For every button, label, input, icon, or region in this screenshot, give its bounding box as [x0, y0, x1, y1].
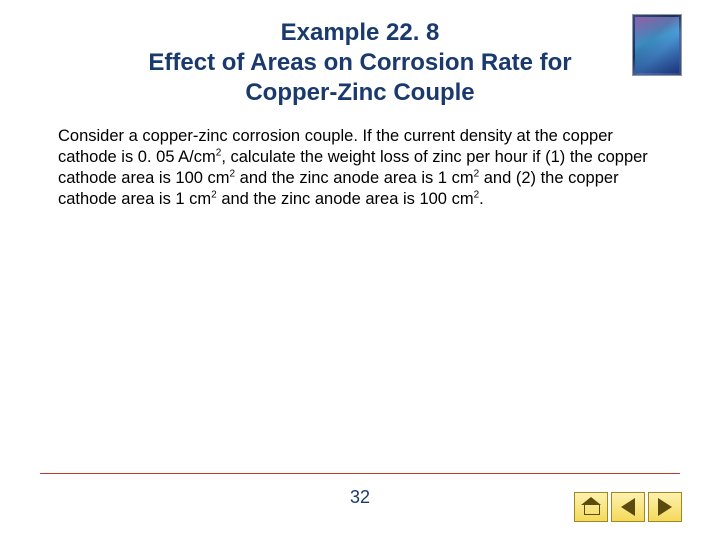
arrow-right-icon: [658, 498, 672, 516]
slide-title: Example 22. 8 Effect of Areas on Corrosi…: [40, 18, 680, 108]
footer-divider: [40, 473, 680, 474]
title-line-2: Effect of Areas on Corrosion Rate for Co…: [148, 49, 571, 106]
slide-body-text: Consider a copper-zinc corrosion couple.…: [40, 126, 680, 210]
next-button[interactable]: [648, 492, 682, 522]
nav-controls: [574, 492, 682, 522]
previous-button[interactable]: [611, 492, 645, 522]
home-button[interactable]: [574, 492, 608, 522]
arrow-left-icon: [621, 498, 635, 516]
title-line-1: Example 22. 8: [281, 19, 440, 46]
home-icon: [581, 497, 601, 517]
slide: Example 22. 8 Effect of Areas on Corrosi…: [0, 0, 720, 540]
textbook-cover-thumbnail: [632, 14, 682, 76]
